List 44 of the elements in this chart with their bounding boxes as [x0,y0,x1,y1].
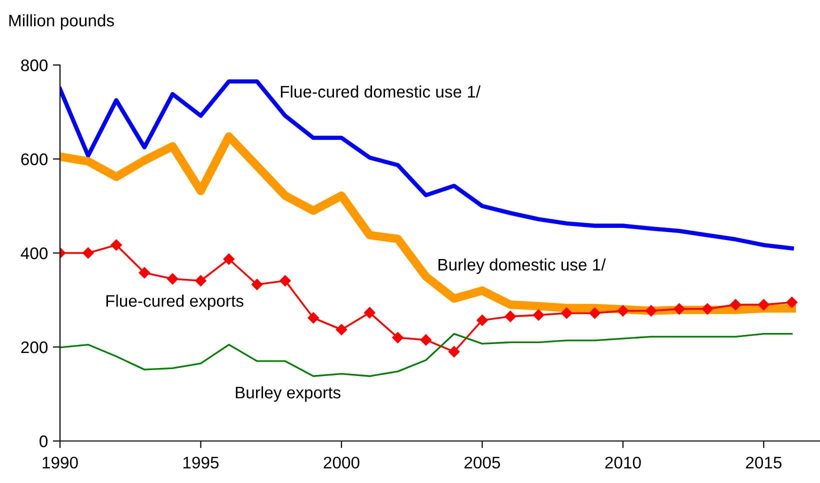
line-series [60,79,794,250]
x-tick-label: 2010 [605,456,641,469]
series-label: Flue-cured exports [106,294,244,310]
point [786,296,798,308]
point [646,305,657,316]
y-axis-title: Million pounds [9,14,114,30]
point [448,346,460,358]
x-tick-label: 2015 [746,456,782,469]
point [730,299,742,310]
point [504,310,516,322]
point [138,267,150,278]
y-tick-label: 0 [40,435,48,448]
point [110,239,122,251]
point [420,334,432,346]
point [532,309,544,321]
y-tick-label: 400 [20,247,48,260]
x-tick-label: 1995 [183,456,219,469]
point [758,299,770,310]
y-tick-label: 200 [21,341,48,354]
y-tick-label: 800 [21,59,48,72]
point [82,247,94,259]
point [392,332,404,344]
series-label: Burley domestic use 1/ [438,258,606,274]
point [308,312,319,324]
point [561,308,572,319]
series-label: Flue-cured domestic use 1/ [280,85,481,98]
x-tick-label: 2005 [464,456,500,469]
point [589,308,600,319]
point [251,278,263,290]
point [674,303,685,315]
point [364,307,376,318]
point [280,275,291,286]
x-tick-label: 1990 [42,456,78,469]
point [476,314,488,326]
point [336,324,348,336]
x-tick-label: 2000 [324,456,360,469]
point [617,305,629,316]
y-tick-label: 600 [21,153,48,166]
series-label: Burley exports [236,386,340,402]
point [223,254,234,265]
point [166,273,178,284]
point [702,303,714,315]
line-series [60,333,793,377]
point [195,275,206,286]
